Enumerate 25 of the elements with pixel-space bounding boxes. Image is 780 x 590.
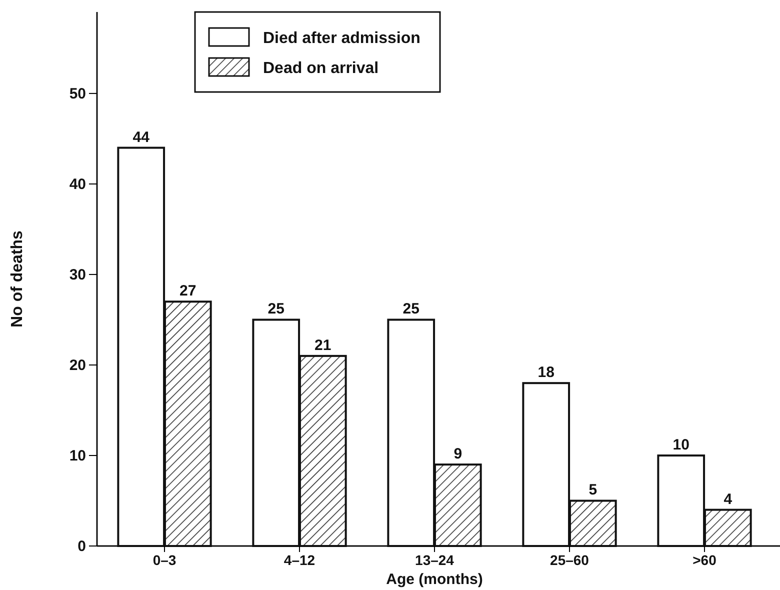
x-tick-label: 4–12 [284, 552, 316, 568]
data-label: 9 [454, 446, 462, 463]
data-label: 25 [402, 300, 420, 318]
y-tick-label: 0 [78, 538, 86, 555]
legend-label: Dead on arrival [263, 60, 379, 77]
y-tick-label: 20 [69, 356, 86, 374]
y-tick-label: 40 [69, 176, 86, 193]
y-axis-title: No of deaths [9, 230, 26, 328]
data-label: 25 [268, 300, 284, 318]
y-tick-label: 10 [69, 447, 86, 464]
x-tick-label: >60 [692, 552, 717, 568]
data-label: 5 [588, 482, 598, 499]
y-tick-label: 50 [69, 85, 86, 102]
data-label: 10 [672, 436, 690, 454]
data-label: 44 [132, 128, 150, 146]
data-label: 27 [180, 282, 196, 300]
legend-label: Died after admission [263, 30, 420, 47]
y-tick-label: 30 [69, 266, 86, 284]
x-tick-label: 0–3 [152, 552, 176, 568]
x-tick-label: 25–60 [550, 552, 590, 568]
data-label: 21 [314, 336, 332, 354]
x-axis-title: Age (months) [386, 571, 483, 588]
data-label: 18 [538, 364, 554, 382]
x-tick-label: 13–24 [415, 552, 454, 568]
data-label: 4 [724, 490, 733, 508]
